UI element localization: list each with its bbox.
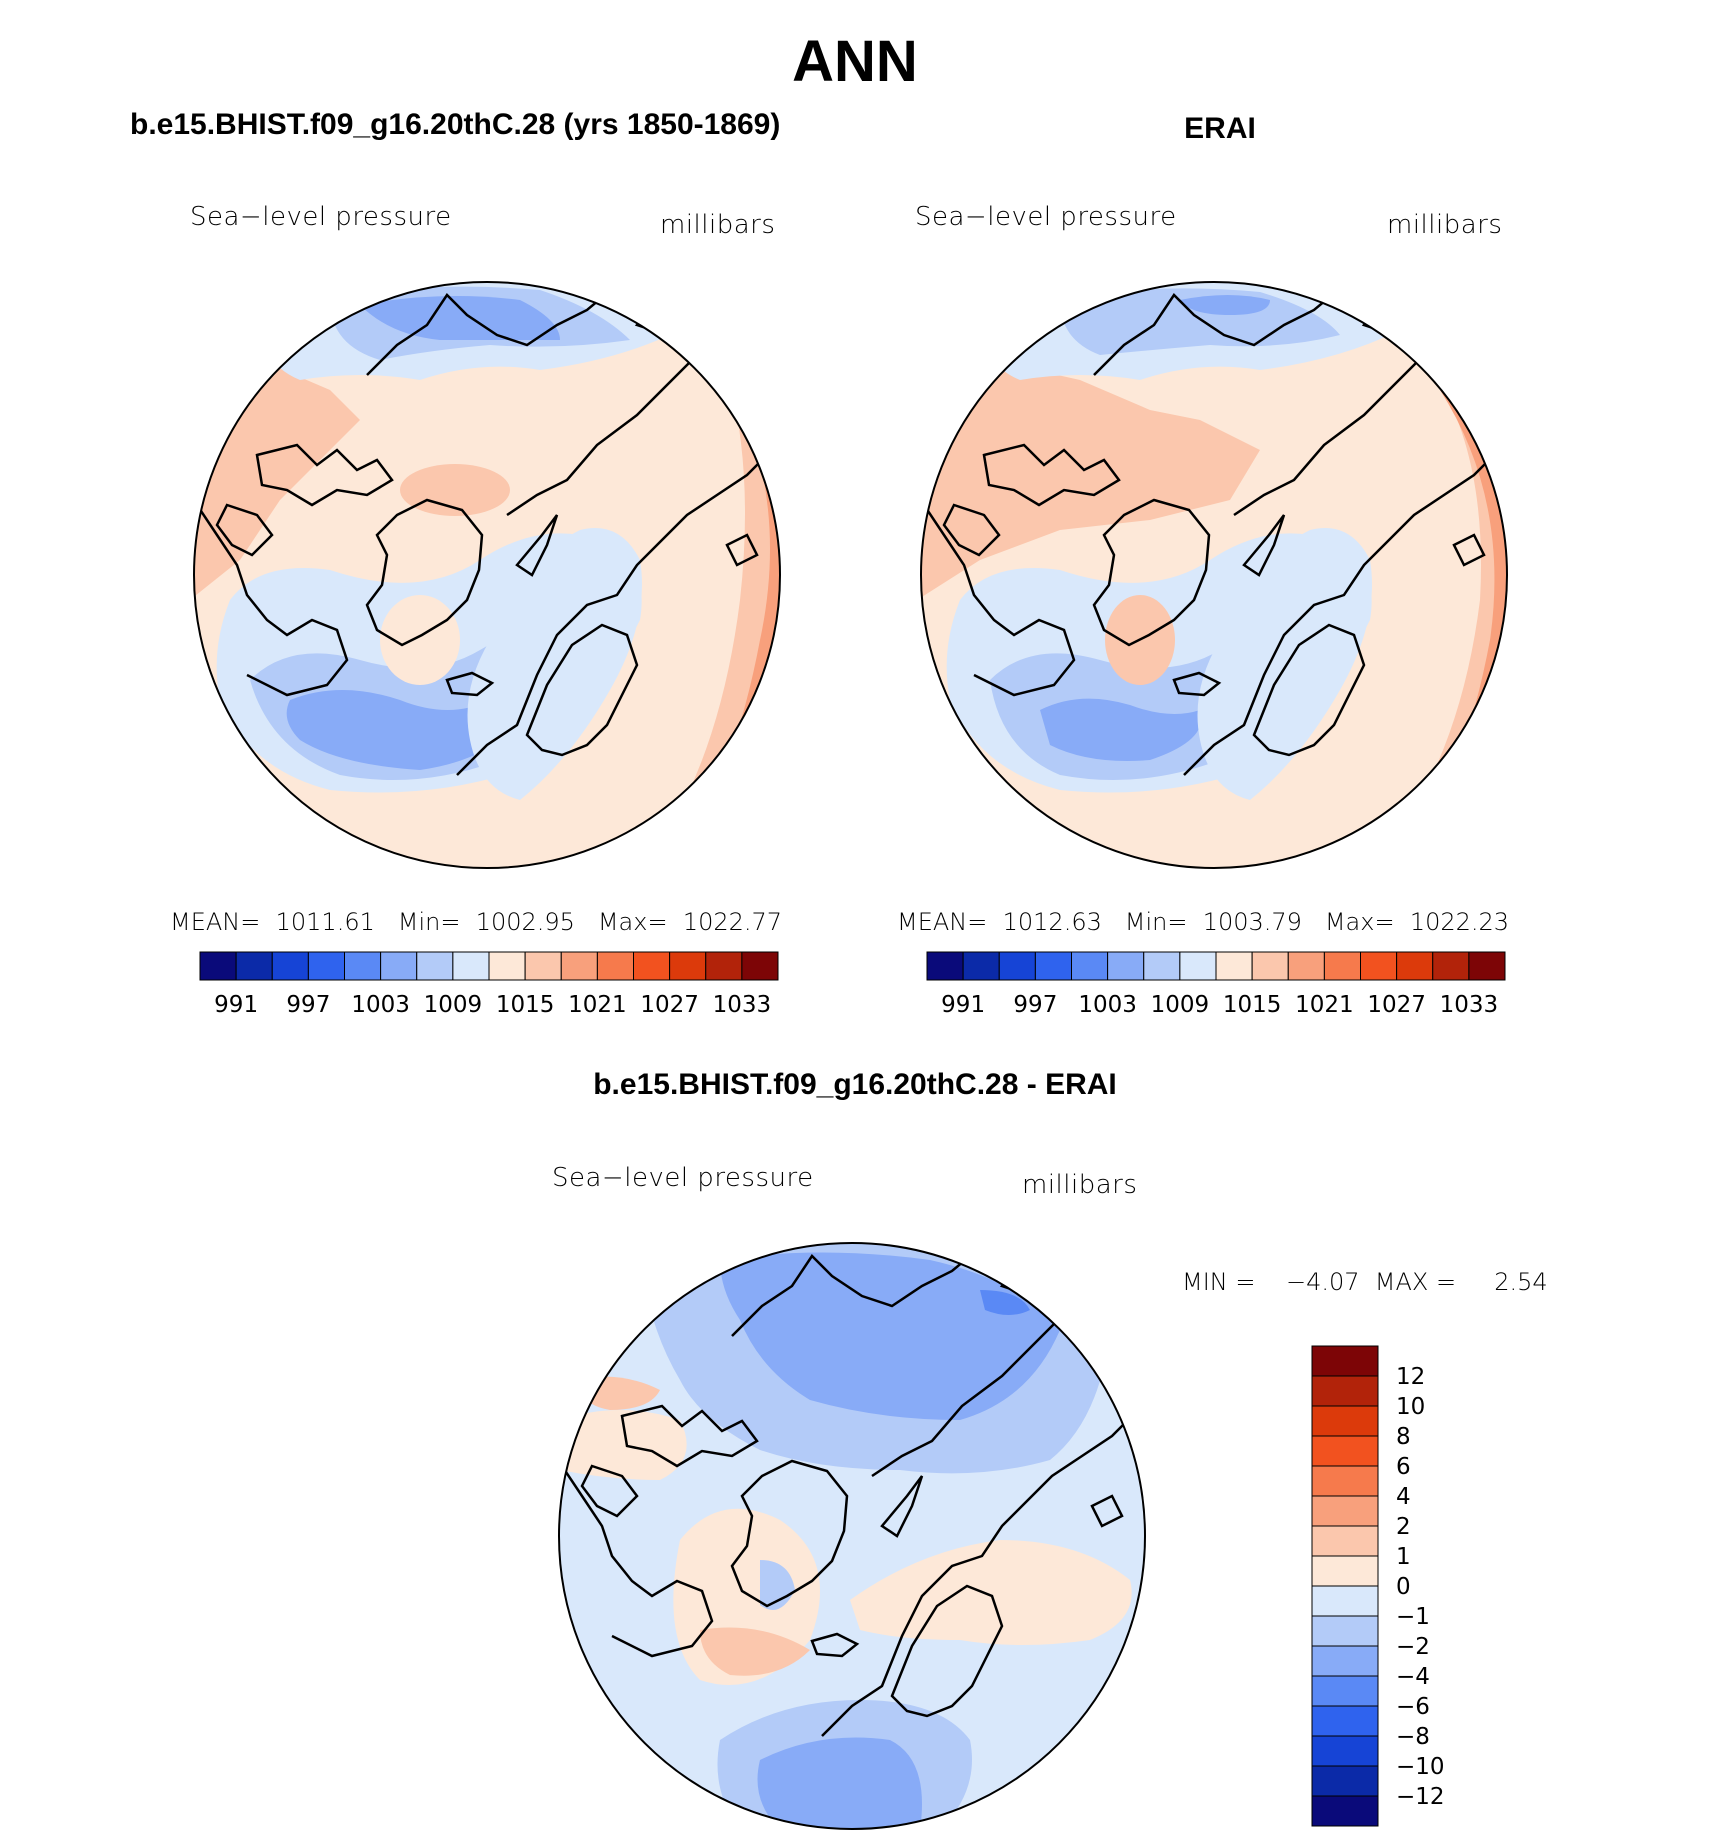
diff-colorbar-swatch: [1311, 1345, 1379, 1377]
left-colorbar-swatch: [344, 951, 382, 981]
right-colorbar-swatch: [926, 951, 964, 981]
diff-colorbar-tick-label: −6: [1396, 1694, 1430, 1720]
left-panel-title: b.e15.BHIST.f09_g16.20thC.28 (yrs 1850-1…: [130, 108, 781, 141]
left-colorbar-swatch: [380, 951, 418, 981]
diff-colorbar-swatch: [1311, 1615, 1379, 1647]
left-colorbar-tick-label: 1015: [496, 992, 555, 1018]
left-colorbar-swatch: [488, 951, 526, 981]
right-panel-title: ERAI: [1184, 112, 1256, 145]
left-colorbar-swatch: [705, 951, 743, 981]
right-colorbar-tick-label: 1003: [1078, 992, 1137, 1018]
diff-units-label: millibars: [1022, 1170, 1138, 1200]
left-colorbar-tick-label: 1009: [424, 992, 483, 1018]
right-colorbar-tick-label: 1015: [1223, 992, 1282, 1018]
left-units-label: millibars: [660, 210, 776, 240]
left-colorbar-swatch: [596, 951, 634, 981]
diff-colorbar-swatch: [1311, 1735, 1379, 1767]
left-colorbar-swatch: [271, 951, 309, 981]
left-map: [193, 281, 781, 869]
diff-colorbar-swatch: [1311, 1645, 1379, 1677]
diff-colorbar-swatch: [1311, 1375, 1379, 1407]
right-stats: MEAN= 1012.63 Min= 1003.79 Max= 1022.23: [897, 908, 1510, 936]
right-variable-label: Sea−level pressure: [915, 202, 1177, 232]
left-colorbar-swatch: [307, 951, 345, 981]
right-colorbar-swatch: [1034, 951, 1072, 981]
diff-colorbar-swatch: [1311, 1705, 1379, 1737]
right-colorbar-tick-label: 1033: [1440, 992, 1499, 1018]
diff-colorbar-swatch: [1311, 1765, 1379, 1797]
diff-colorbar-tick-label: −8: [1396, 1724, 1430, 1750]
right-colorbar-swatch: [1179, 951, 1217, 981]
diff-colorbar-swatch: [1311, 1435, 1379, 1467]
left-colorbar-swatch: [560, 951, 598, 981]
diff-colorbar-swatch: [1311, 1675, 1379, 1707]
diff-colorbar-swatch: [1311, 1795, 1379, 1827]
left-colorbar-tick-label: 1003: [351, 992, 410, 1018]
right-colorbar-tick-label: 1027: [1367, 992, 1426, 1018]
diff-colorbar-swatch: [1311, 1585, 1379, 1617]
right-colorbar-tick-label: 991: [941, 992, 985, 1018]
right-units-label: millibars: [1387, 210, 1503, 240]
right-colorbar-swatch: [1323, 951, 1361, 981]
diff-colorbar-tick-label: 1: [1396, 1544, 1411, 1570]
left-colorbar-tick-label: 1027: [640, 992, 699, 1018]
diff-colorbar-tick-label: 10: [1396, 1394, 1425, 1420]
diff-colorbar-swatch: [1311, 1465, 1379, 1497]
right-colorbar-swatch: [962, 951, 1000, 981]
left-colorbar-swatch: [741, 951, 779, 981]
diff-stats: MIN = −4.07 MAX = 2.54: [1182, 1268, 1548, 1296]
right-colorbar-tick-label: 1021: [1295, 992, 1354, 1018]
right-colorbar-swatch: [1396, 951, 1434, 981]
right-colorbar-swatch: [1287, 951, 1325, 981]
left-colorbar-swatch: [452, 951, 490, 981]
main-title: ANN: [792, 29, 918, 94]
left-colorbar-swatch: [669, 951, 707, 981]
left-colorbar-swatch: [199, 951, 237, 981]
right-colorbar-swatch: [1071, 951, 1109, 981]
left-colorbar-swatch: [524, 951, 562, 981]
right-colorbar-swatch: [998, 951, 1036, 981]
diff-colorbar-tick-label: 8: [1396, 1424, 1411, 1450]
diff-variable-label: Sea−level pressure: [552, 1163, 814, 1193]
diff-colorbar-tick-label: 0: [1396, 1574, 1411, 1600]
left-colorbar-tick-label: 1033: [713, 992, 772, 1018]
left-stats: MEAN= 1011.61 Min= 1002.95 Max= 1022.77: [170, 908, 783, 936]
right-colorbar-swatch: [1360, 951, 1398, 981]
right-colorbar-swatch: [1468, 951, 1506, 981]
right-map: [920, 281, 1508, 869]
left-colorbar-swatch: [416, 951, 454, 981]
right-colorbar-swatch: [1143, 951, 1181, 981]
right-colorbar-swatch: [1107, 951, 1145, 981]
left-colorbar-swatch: [235, 951, 273, 981]
diff-colorbar-swatch: [1311, 1495, 1379, 1527]
diff-colorbar-swatch: [1311, 1525, 1379, 1557]
right-colorbar-swatch: [1432, 951, 1470, 981]
right-colorbar: 991 997 1003 1009 1015 1021 1027 1033: [926, 951, 1506, 1018]
right-colorbar-swatch: [1215, 951, 1253, 981]
left-colorbar-tick-label: 991: [214, 992, 258, 1018]
diff-colorbar-swatch: [1311, 1405, 1379, 1437]
diff-colorbar-swatch: [1311, 1555, 1379, 1587]
diff-panel-title: b.e15.BHIST.f09_g16.20thC.28 - ERAI: [593, 1068, 1117, 1101]
diff-colorbar-tick-label: −2: [1396, 1634, 1430, 1660]
diff-colorbar-tick-label: −10: [1396, 1754, 1445, 1780]
left-variable-label: Sea−level pressure: [190, 202, 452, 232]
diff-colorbar-tick-label: 2: [1396, 1514, 1411, 1540]
right-colorbar-tick-label: 1009: [1151, 992, 1210, 1018]
right-colorbar-tick-label: 997: [1013, 992, 1057, 1018]
right-colorbar-swatch: [1251, 951, 1289, 981]
diff-colorbar-tick-label: −12: [1396, 1784, 1445, 1810]
diff-colorbar-tick-label: −1: [1396, 1604, 1430, 1630]
diff-colorbar-tick-label: 4: [1396, 1484, 1411, 1510]
left-colorbar-tick-label: 997: [286, 992, 330, 1018]
diff-colorbar-tick-label: 12: [1396, 1364, 1425, 1390]
left-colorbar-swatch: [633, 951, 671, 981]
diff-colorbar-tick-label: −4: [1396, 1664, 1430, 1690]
left-colorbar: 991 997 1003 1009 1015 1021 1027 1033: [199, 951, 779, 1018]
left-colorbar-tick-label: 1021: [568, 992, 627, 1018]
diff-map: [558, 1242, 1146, 1830]
diff-colorbar-tick-label: 6: [1396, 1454, 1411, 1480]
